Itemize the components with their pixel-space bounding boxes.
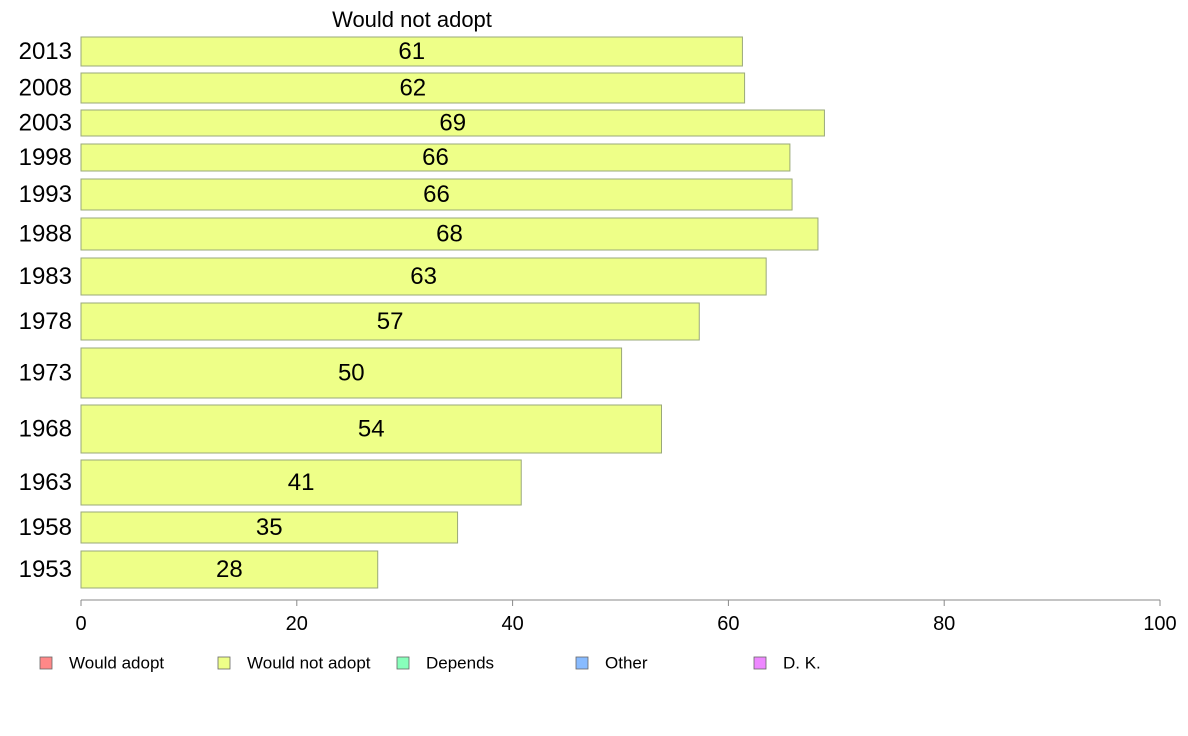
bar-value-label-1998: 66 [422,144,449,171]
category-label-1998: 1998 [19,144,72,171]
x-tick-label-0: 0 [75,613,86,635]
bar-1968 [80,404,663,454]
bar-value-label-1978: 57 [377,308,404,335]
bar-1958 [80,511,459,544]
category-label-1958: 1958 [19,514,72,541]
bar-value-label-1963: 41 [288,469,315,496]
bar-2013 [80,36,743,67]
bar-1998 [80,143,791,172]
bar-value-label-1958: 35 [256,514,283,541]
bar-value-label-1953: 28 [216,556,243,583]
bar-1983 [80,257,767,296]
category-label-2003: 2003 [19,110,72,137]
bar-value-label-2008: 62 [399,75,426,102]
legend: Would adopt Would not adopt Depends Other D.… [39,654,821,673]
bar-value-label-2003: 69 [439,110,466,137]
legend-swatch-1 [217,656,231,670]
legend-swatch-3 [575,656,589,670]
legend-swatch-0 [39,656,53,670]
bar-value-label-1983: 63 [410,263,437,290]
bar-1953 [80,550,379,589]
category-label-1983: 1983 [19,263,72,290]
category-label-1973: 1973 [19,360,72,387]
category-label-1988: 1988 [19,221,72,248]
bar-value-label-2013: 61 [398,38,425,65]
bar-value-label-1993: 66 [423,181,450,208]
legend-label-3: Other [605,654,648,673]
legend-label-2: Depends [426,654,494,673]
x-tick-label-80: 80 [933,613,955,635]
x-tick-label-20: 20 [286,613,308,635]
category-label-2008: 2008 [19,75,72,102]
bar-2003 [80,109,825,137]
category-label-1953: 1953 [19,556,72,583]
chart-title: Would not adopt [332,7,492,32]
category-label-2013: 2013 [19,38,72,65]
x-axis: 0 20 40 60 80 100 [75,599,1177,635]
x-tick-label-40: 40 [501,613,523,635]
bar-2008 [80,72,746,104]
category-label-1968: 1968 [19,416,72,443]
bar-1978 [80,302,700,341]
category-label-1993: 1993 [19,181,72,208]
bar-value-label-1968: 54 [358,416,385,443]
bar-value-label-1988: 68 [436,221,463,248]
legend-swatch-2 [396,656,410,670]
bar-1993 [80,178,793,211]
x-tick-label-60: 60 [717,613,739,635]
bar-1963 [80,459,522,506]
legend-swatch-4 [753,656,767,670]
category-label-1963: 1963 [19,469,72,496]
category-label-1978: 1978 [19,308,72,335]
legend-label-4: D. K. [783,654,821,673]
bar-1988 [80,217,819,251]
legend-label-0: Would adopt [69,654,164,673]
bar-value-label-1973: 50 [338,360,365,387]
category-labels: 2013 2008 2003 1998 1993 1988 1983 1978 1973 1968… [19,38,72,583]
x-tick-label-100: 100 [1143,613,1176,635]
legend-label-1: Would not adopt [247,654,371,673]
bar-1973 [80,347,623,399]
